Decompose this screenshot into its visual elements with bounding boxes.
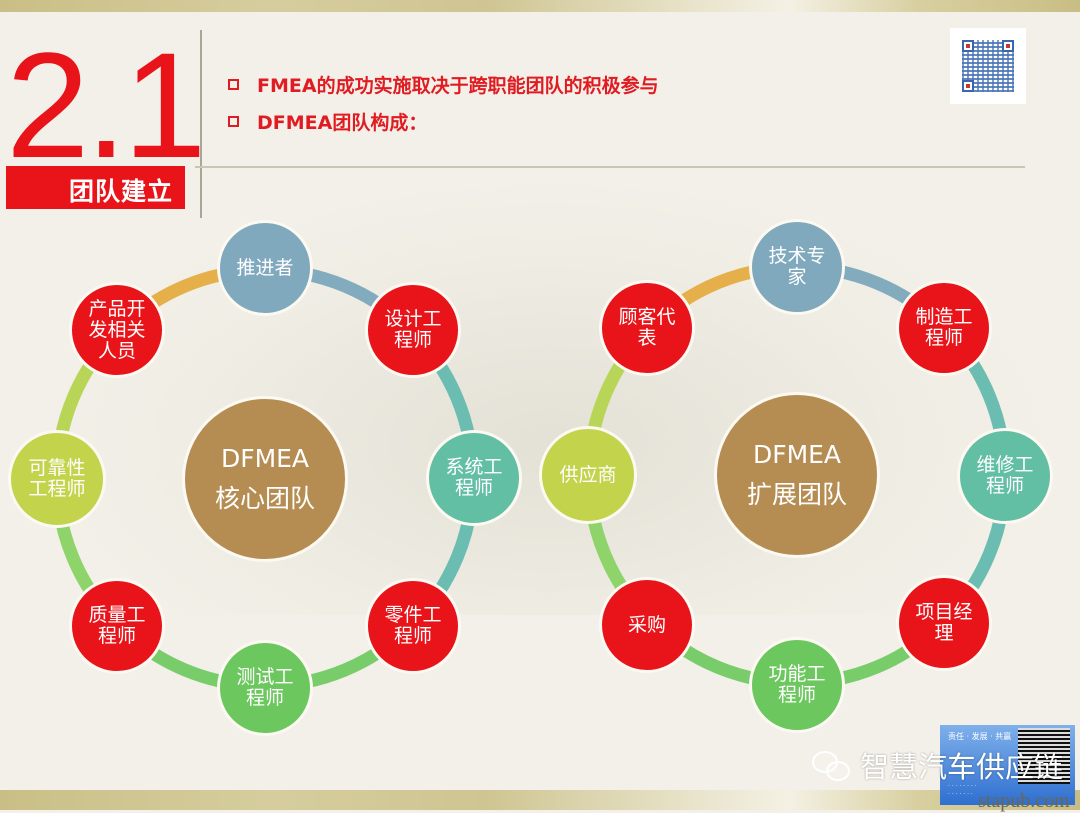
qr-eye bbox=[962, 80, 974, 92]
ext-member-supplier: 供应商 bbox=[539, 426, 637, 524]
bullet-text: DFMEA团队构成： bbox=[257, 112, 428, 134]
horizontal-divider bbox=[195, 166, 1025, 168]
core-member-reliability-engineer: 可靠性工程师 bbox=[8, 430, 106, 528]
core-member-quality-engineer: 质量工程师 bbox=[69, 578, 165, 674]
center-subtitle: 核心团队 bbox=[214, 484, 315, 513]
extended-team-center: DFMEA 扩展团队 bbox=[714, 392, 880, 558]
card-tagline: 责任 · 发展 · 共赢 bbox=[948, 732, 1012, 741]
section-title-bar: 团队建立 bbox=[6, 166, 185, 209]
square-bullet-icon bbox=[228, 116, 239, 127]
ext-member-purchasing: 采购 bbox=[599, 577, 695, 673]
site-watermark: stapub.com bbox=[978, 790, 1070, 812]
center-title: DFMEA bbox=[220, 444, 310, 473]
center-title: DFMEA bbox=[752, 440, 842, 469]
core-member-facilitator: 推进者 bbox=[217, 220, 313, 316]
ext-member-maintenance-engineer: 维修工程师 bbox=[957, 428, 1053, 524]
qr-code-icon[interactable] bbox=[950, 28, 1026, 104]
card-info: · · · · · · · · · · · · · · · bbox=[948, 783, 977, 798]
section-number: 2.1 bbox=[6, 21, 207, 189]
core-member-product-dev-staff: 产品开发相关人员 bbox=[69, 282, 165, 378]
ext-member-function-engineer: 功能工程师 bbox=[749, 637, 845, 733]
section-title: 团队建立 bbox=[68, 177, 173, 206]
center-subtitle: 扩展团队 bbox=[746, 480, 847, 509]
ext-member-manufacturing-engineer: 制造工程师 bbox=[896, 280, 992, 376]
top-decorative-band bbox=[0, 0, 1080, 12]
bullet-item: DFMEA团队构成： bbox=[228, 103, 659, 140]
bullet-text: FMEA的成功实施取决于跨职能团队的积极参与 bbox=[257, 75, 659, 97]
bullet-item: FMEA的成功实施取决于跨职能团队的积极参与 bbox=[228, 66, 659, 103]
watermark-text: 智慧汽车供应链 bbox=[860, 750, 1064, 784]
bullet-list: FMEA的成功实施取决于跨职能团队的积极参与 DFMEA团队构成： bbox=[228, 66, 659, 140]
promo-card: 责任 · 发展 · 共赢 · · · · · · · · · · · · · · … bbox=[940, 725, 1075, 805]
wechat-icon bbox=[812, 749, 852, 781]
ext-member-customer-rep: 顾客代表 bbox=[599, 280, 695, 376]
core-team-center: DFMEA 核心团队 bbox=[182, 396, 348, 562]
core-member-design-engineer: 设计工程师 bbox=[365, 282, 461, 378]
square-bullet-icon bbox=[228, 79, 239, 90]
core-member-part-engineer: 零件工程师 bbox=[365, 578, 461, 674]
vertical-divider bbox=[200, 30, 202, 218]
qr-eye bbox=[1002, 40, 1014, 52]
watermark: 智慧汽车供应链 bbox=[812, 744, 1063, 786]
ext-member-project-manager: 项目经理 bbox=[896, 575, 992, 671]
core-member-test-engineer: 测试工程师 bbox=[217, 640, 313, 736]
ext-member-technical-expert: 技术专家 bbox=[749, 219, 845, 315]
qr-eye bbox=[962, 40, 974, 52]
card-qr-code-icon bbox=[1018, 728, 1070, 784]
core-member-system-engineer: 系统工程师 bbox=[426, 430, 522, 526]
bottom-decorative-band bbox=[0, 790, 1080, 810]
